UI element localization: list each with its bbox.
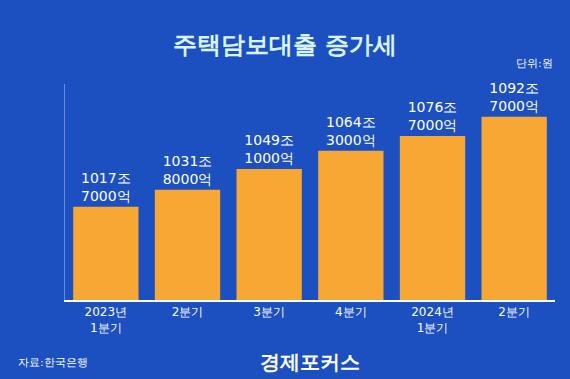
svg-text:2023년1분기: 2023년1분기: [85, 305, 128, 335]
svg-text:2024년1분기: 2024년1분기: [411, 305, 454, 335]
svg-text:경제포커스: 경제포커스: [260, 350, 360, 374]
svg-text:3분기: 3분기: [253, 305, 285, 319]
svg-text:단위:원: 단위:원: [516, 57, 553, 70]
svg-text:1092조7000억: 1092조7000억: [489, 80, 539, 114]
svg-text:자료:한국은행: 자료:한국은행: [18, 356, 88, 369]
svg-text:1049조1000억: 1049조1000억: [244, 132, 294, 166]
svg-text:4분기: 4분기: [335, 305, 367, 319]
svg-text:1064조3000억: 1064조3000억: [326, 114, 376, 148]
svg-text:주택담보대출 증가세: 주택담보대출 증가세: [173, 31, 397, 59]
svg-text:1031조8000억: 1031조8000억: [163, 153, 213, 187]
svg-text:1017조7000억: 1017조7000억: [81, 170, 131, 204]
svg-text:2분기: 2분기: [498, 305, 530, 319]
svg-text:2분기: 2분기: [172, 305, 204, 319]
svg-text:1076조7000억: 1076조7000억: [408, 99, 458, 133]
